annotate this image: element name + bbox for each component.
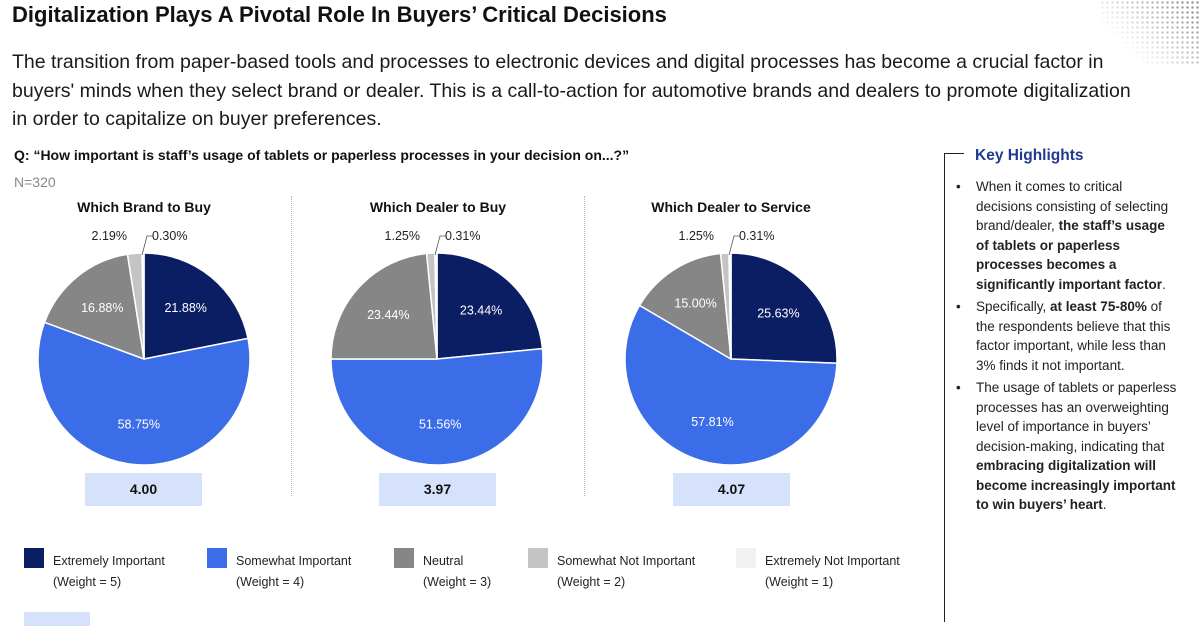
legend-weight: (Weight = 1): [765, 575, 834, 589]
pie-label-extremely-important: 21.88%: [164, 301, 206, 315]
survey-question: Q: “How important is staff’s usage of ta…: [14, 147, 630, 163]
chart-divider: [291, 196, 292, 496]
legend-label: Neutral: [423, 554, 464, 568]
footnote-box: [24, 612, 90, 626]
highlights-list: When it comes to critical decisions cons…: [956, 177, 1178, 518]
pie-slice-extremely-important: [730, 252, 838, 364]
pie-slice-neutral: [330, 252, 438, 360]
highlight-item: The usage of tablets or paperless proces…: [956, 378, 1178, 515]
pie-slice-somewhat-important: [37, 321, 251, 466]
pie-slice-neutral: [638, 252, 732, 361]
pie-label-somewhat-not-important: 1.25%: [679, 229, 714, 243]
pie-slice-extremely-important: [436, 252, 544, 360]
intro-paragraph: The transition from paper-based tools an…: [12, 51, 1131, 130]
legend-weight: (Weight = 4): [236, 575, 305, 589]
pie-label-neutral: 15.00%: [674, 297, 716, 311]
legend-swatch: [394, 548, 414, 568]
pie-label-somewhat-important: 57.81%: [691, 415, 733, 429]
chart-divider: [584, 196, 585, 496]
weighted-score-dealer-service: 4.07: [673, 473, 790, 506]
pie-label-neutral: 16.88%: [81, 301, 123, 315]
leader-line: [728, 235, 740, 256]
chart-title-dealer-buy: Which Dealer to Buy: [369, 199, 507, 215]
legend-swatch: [736, 548, 756, 568]
pie-label-somewhat-not-important: 2.19%: [92, 229, 127, 243]
legend-label: Extremely Not Important: [765, 554, 900, 568]
weighted-score-brand-buy: 4.00: [85, 473, 202, 506]
legend-weight: (Weight = 3): [423, 575, 492, 589]
legend-weight: (Weight = 2): [557, 575, 626, 589]
highlights-border-tick: [944, 153, 964, 154]
pie-label-extremely-important: 25.63%: [757, 307, 799, 321]
pie-slice-extremely-not-important: [728, 252, 732, 360]
pie-slice-neutral: [43, 253, 145, 361]
pie-label-somewhat-important: 58.75%: [118, 418, 160, 432]
legend-swatch: [528, 548, 548, 568]
pie-label-extremely-not-important: 0.31%: [445, 229, 480, 243]
pie-label-somewhat-important: 51.56%: [419, 418, 461, 432]
weighted-score-dealer-buy: 3.97: [379, 473, 496, 506]
pie-label-somewhat-not-important: 1.25%: [385, 229, 420, 243]
pie-slice-somewhat-important: [330, 347, 544, 466]
pie-label-extremely-important: 23.44%: [460, 303, 502, 317]
pie-label-extremely-not-important: 0.30%: [152, 229, 187, 243]
pie-slice-somewhat-important: [624, 304, 838, 466]
chart-title-brand-buy: Which Brand to Buy: [77, 199, 211, 215]
pie-slice-extremely-important: [143, 252, 249, 360]
leader-line: [141, 235, 153, 256]
legend-swatch: [24, 548, 44, 568]
pie-label-neutral: 23.44%: [367, 308, 409, 322]
legend-label: Somewhat Important: [236, 554, 352, 568]
highlights-title: Key Highlights: [975, 147, 1084, 164]
legend-label: Extremely Important: [53, 554, 165, 568]
sample-size: N=320: [14, 174, 56, 190]
page-title: Digitalization Plays A Pivotal Role In B…: [12, 2, 667, 27]
highlight-item: When it comes to critical decisions cons…: [956, 177, 1178, 294]
highlights-border: [944, 153, 945, 622]
pie-charts: 21.88% 58.75% 16.88% 2.19% 0.30% 23.44% 51.56%…: [37, 229, 838, 466]
leader-line: [434, 235, 446, 256]
pie-slice-extremely-not-important: [141, 252, 145, 360]
highlight-item: Specifically, at least 75-80% of the res…: [956, 297, 1178, 375]
legend-weight: (Weight = 5): [53, 575, 122, 589]
dot-pattern-decoration: [1100, 0, 1200, 65]
legend-swatch: [207, 548, 227, 568]
pie-label-extremely-not-important: 0.31%: [739, 229, 774, 243]
pie-slice-extremely-not-important: [434, 252, 438, 360]
legend-label: Somewhat Not Important: [557, 554, 696, 568]
chart-title-dealer-service: Which Dealer to Service: [651, 199, 811, 215]
